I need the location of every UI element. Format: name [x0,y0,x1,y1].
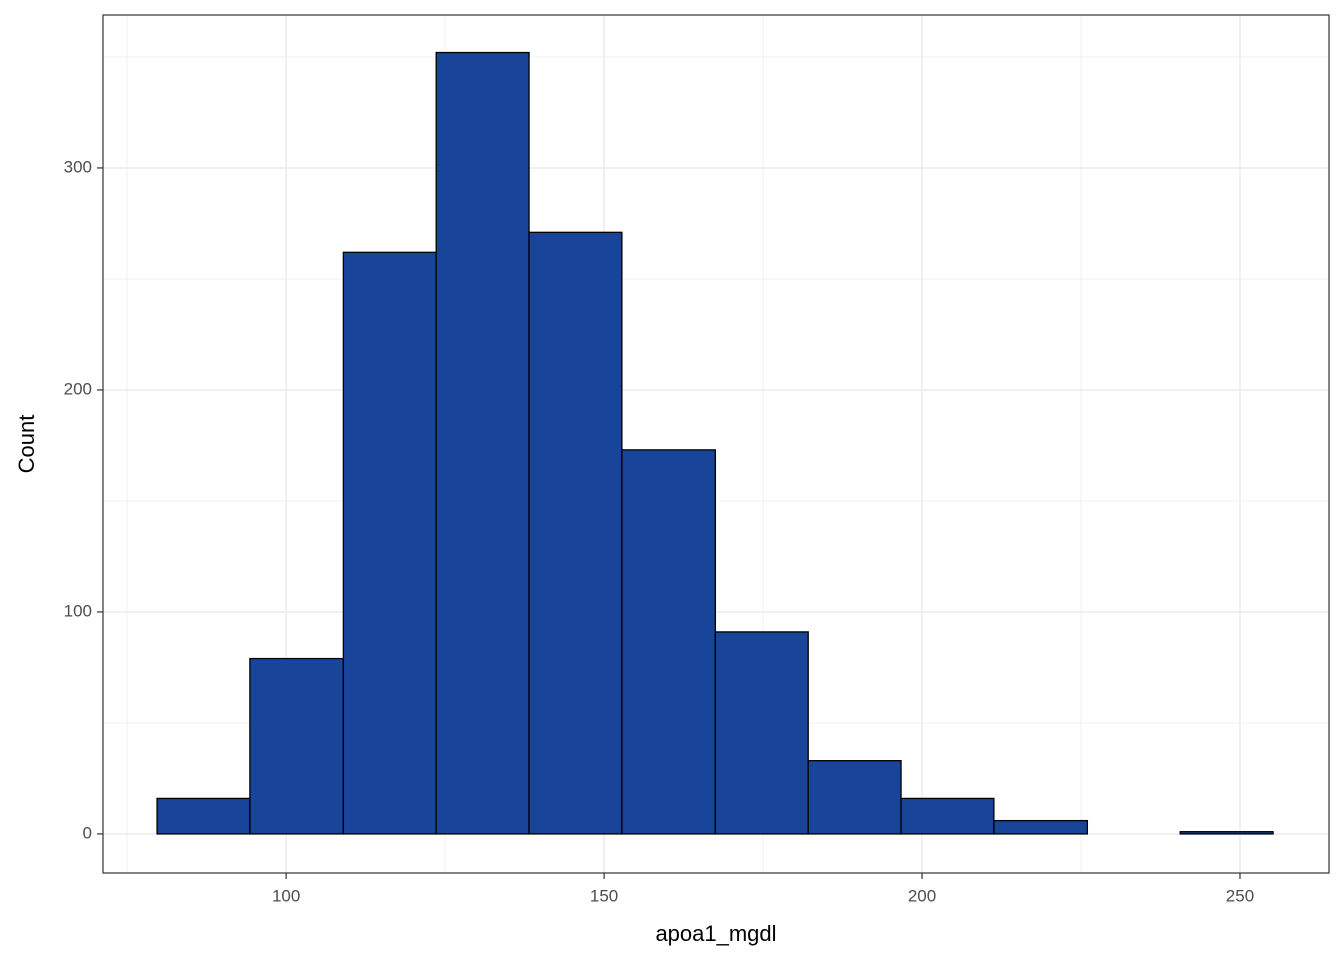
bars [156,51,1274,835]
histogram-bar [714,631,809,835]
histogram-bar [900,797,995,835]
x-tick-label: 250 [1226,886,1254,905]
x-tick-label: 150 [590,886,618,905]
histogram-bar [156,797,251,835]
histogram-bar [249,657,345,835]
histogram-bar [807,760,902,835]
x-tick-label: 100 [272,886,300,905]
histogram-bar [342,251,437,835]
histogram-bar [621,449,717,835]
y-axis-title: Count [14,415,39,474]
histogram-bar [1179,831,1274,835]
histogram-bar [528,231,623,835]
panel-border [102,14,1330,874]
y-tick-label: 200 [64,379,92,398]
x-tick-label: 200 [908,886,936,905]
y-tick-label: 300 [64,157,92,176]
y-tick-label: 0 [83,823,92,842]
x-axis-title: apoa1_mgdl [655,921,776,946]
y-tick-label: 100 [64,601,92,620]
histogram-bar [435,51,530,835]
histogram-bar [993,819,1089,835]
